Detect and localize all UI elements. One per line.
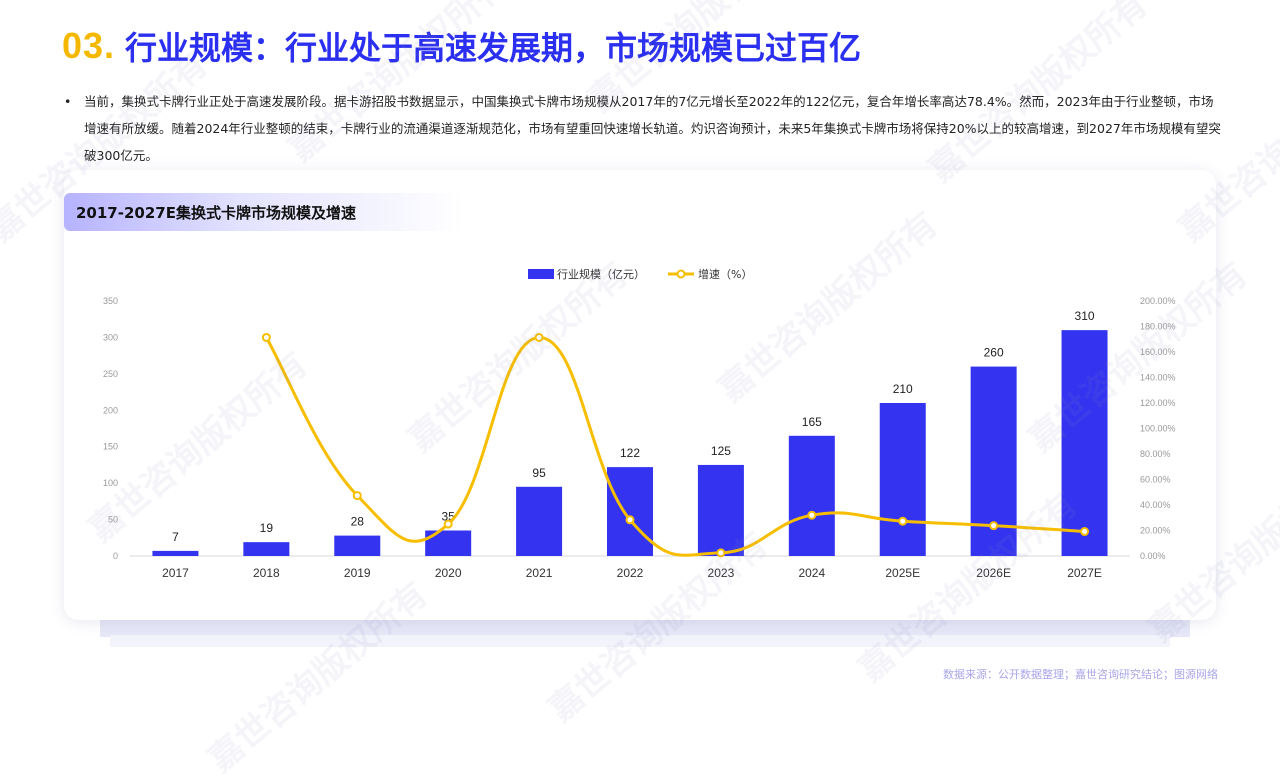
growth-point	[898, 516, 908, 526]
y-right-tick-label: 60.00%	[1140, 475, 1171, 485]
bar	[243, 542, 290, 556]
summary-paragraph: • 当前，集换式卡牌行业正处于高速发展阶段。据卡游招股书数据显示，中国集换式卡牌…	[64, 88, 1224, 169]
bar	[697, 464, 744, 556]
x-tick-label: 2020	[435, 566, 462, 580]
card-shadow	[100, 617, 1190, 637]
y-right-tick-label: 160.00%	[1140, 347, 1176, 357]
growth-point	[352, 491, 362, 501]
y-left-tick-label: 0	[113, 551, 118, 561]
bar-data-label: 122	[620, 446, 640, 460]
bar	[607, 467, 653, 556]
y-left-tick-label: 150	[103, 442, 118, 452]
bar	[1061, 330, 1108, 556]
chart-title-banner: 2017-2027E集换式卡牌市场规模及增速	[64, 193, 464, 231]
summary-text: 当前，集换式卡牌行业正处于高速发展阶段。据卡游招股书数据显示，中国集换式卡牌市场…	[84, 94, 1221, 163]
bullet-marker: •	[64, 94, 72, 109]
growth-point	[625, 515, 635, 525]
x-tick-label: 2018	[253, 566, 280, 580]
legend-bar-label: 行业规模（亿元）	[557, 267, 645, 281]
x-tick-label: 2022	[617, 566, 644, 580]
y-right-tick-label: 0.00%	[1140, 551, 1166, 561]
x-tick-label: 2017	[162, 566, 189, 580]
growth-point	[534, 332, 544, 342]
bar	[879, 403, 926, 556]
growth-point	[807, 510, 817, 520]
page-title: 03. 行业规模：行业处于高速发展期，市场规模已过百亿	[62, 18, 861, 74]
x-tick-label: 2026E	[976, 566, 1011, 580]
y-right-tick-label: 20.00%	[1140, 526, 1171, 536]
growth-point	[716, 548, 726, 558]
bar-data-label: 260	[984, 346, 1004, 360]
bar-data-label: 210	[893, 382, 913, 396]
y-right-tick-label: 140.00%	[1140, 373, 1176, 383]
y-left-tick-label: 350	[103, 296, 118, 306]
bar-data-label: 95	[532, 466, 546, 480]
bar-data-label: 7	[172, 530, 179, 544]
chart-title: 2017-2027E集换式卡牌市场规模及增速	[76, 203, 356, 222]
card-shadow-lower	[110, 635, 1170, 647]
growth-point	[443, 519, 453, 529]
x-tick-label: 2023	[708, 566, 735, 580]
x-tick-label: 2027E	[1067, 566, 1102, 580]
x-tick-label: 2024	[798, 566, 825, 580]
bar	[334, 535, 381, 556]
y-left-tick-label: 200	[103, 405, 118, 415]
section-title: 行业规模：行业处于高速发展期，市场规模已过百亿	[125, 29, 862, 67]
x-tick-label: 2019	[344, 566, 371, 580]
bar	[516, 486, 563, 556]
y-right-tick-label: 80.00%	[1140, 449, 1171, 459]
combo-chart: 0 50 100 150 200 250 300 350 0.00% 20.00% 40.00% 60…	[103, 267, 1176, 580]
section-number: 03.	[62, 25, 116, 66]
bar	[788, 435, 835, 556]
growth-point	[989, 521, 999, 531]
growth-point	[261, 332, 271, 342]
legend-bar-swatch	[528, 269, 554, 279]
y-right-tick-label: 180.00%	[1140, 322, 1176, 332]
bar-data-label: 19	[260, 521, 274, 535]
y-left-tick-label: 50	[108, 515, 118, 525]
bar-data-label: 125	[711, 444, 731, 458]
y-left-tick-label: 100	[103, 478, 118, 488]
bar-data-label: 165	[802, 415, 822, 429]
y-right-tick-label: 200.00%	[1140, 296, 1176, 306]
growth-line	[265, 335, 1085, 557]
y-right-tick-label: 40.00%	[1140, 500, 1171, 510]
legend-line-label: 增速（%）	[698, 267, 752, 281]
y-right-tick-label: 120.00%	[1140, 398, 1176, 408]
y-right-tick-label: 100.00%	[1140, 424, 1176, 434]
x-tick-label: 2025E	[885, 566, 920, 580]
bar-data-label: 28	[351, 515, 365, 529]
source-note: 数据来源：公开数据整理；嘉世咨询研究结论；图源网络	[943, 668, 1218, 681]
legend-line-marker	[676, 269, 686, 279]
bar	[152, 550, 199, 556]
x-tick-label: 2021	[526, 566, 553, 580]
growth-point	[1080, 527, 1090, 537]
y-left-tick-label: 300	[103, 332, 118, 342]
y-left-tick-label: 250	[103, 369, 118, 379]
bar-data-label: 310	[1075, 309, 1095, 323]
